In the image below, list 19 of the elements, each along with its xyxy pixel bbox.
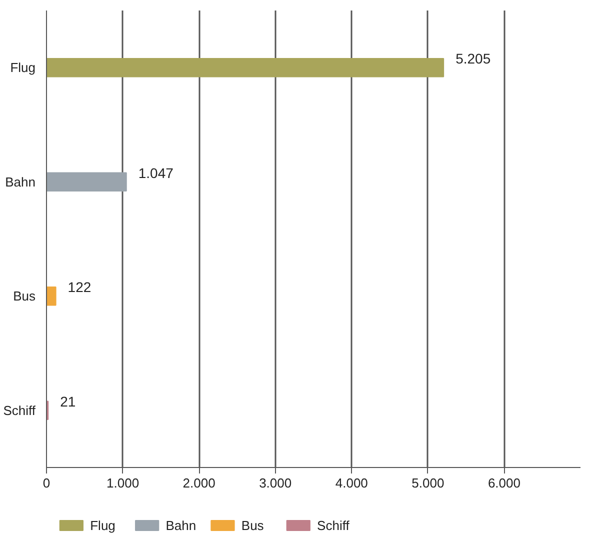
- y-tick-label: Flug: [10, 60, 36, 76]
- x-tick-label: 5.000: [412, 476, 444, 490]
- x-tick-label: 0: [42, 476, 50, 490]
- text: 122: [68, 279, 92, 296]
- x-tick-label: 1.000: [106, 476, 140, 490]
- x-tick-label: 6.000: [488, 476, 520, 490]
- legend-label: Bahn: [166, 518, 196, 533]
- legend-label: Flug: [90, 518, 116, 533]
- legend-label: Schiff: [317, 518, 350, 533]
- x-tick-label: 3.000: [259, 476, 292, 490]
- y-tick-label: Schiff: [3, 402, 36, 418]
- y-tick-label: Bus: [13, 288, 36, 304]
- x-tick-label: 4.000: [335, 476, 368, 490]
- legend-label: Bus: [241, 518, 264, 533]
- text: 21: [60, 393, 76, 410]
- text: 1.047: [138, 164, 174, 181]
- y-tick-label: Bahn: [5, 174, 36, 190]
- text: 5.205: [456, 50, 491, 67]
- x-tick-label: 2.000: [182, 476, 216, 490]
